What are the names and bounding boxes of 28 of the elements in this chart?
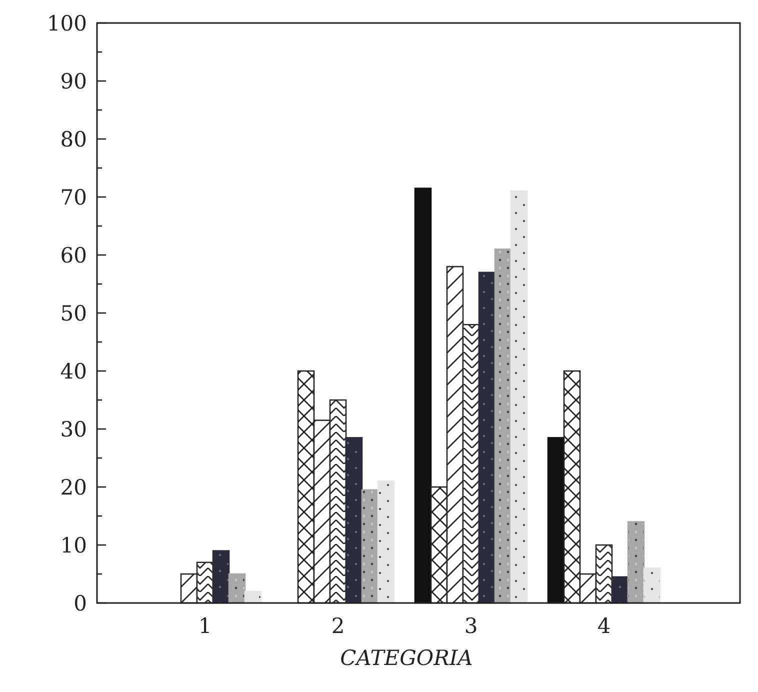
x-tick-label: 2: [331, 614, 345, 638]
y-tick-label: 50: [60, 301, 87, 326]
y-tick-label: 40: [60, 359, 87, 384]
bar: [643, 568, 661, 604]
bar: [228, 573, 246, 604]
y-tick-label: 70: [60, 185, 87, 210]
bar: [414, 188, 432, 604]
x-tick-label: 1: [198, 614, 212, 638]
y-tick-label: 90: [60, 69, 87, 94]
y-tick-label: 80: [60, 127, 87, 152]
y-tick-label: 0: [74, 591, 87, 616]
bar: [510, 190, 528, 604]
bar: [627, 521, 645, 604]
bar: [345, 437, 363, 604]
y-tick-label: 60: [60, 243, 87, 268]
y-tick-label: 10: [60, 533, 87, 558]
y-tick-label: 30: [60, 417, 87, 442]
bar: [212, 550, 230, 604]
y-tick-label: 20: [60, 475, 87, 500]
x-axis-title: CATEGORIA: [340, 646, 473, 670]
bar: [494, 248, 512, 604]
y-tick-label: 100: [46, 11, 87, 36]
bar: [377, 480, 395, 604]
x-tick-label: 3: [464, 614, 478, 638]
bar: [478, 272, 496, 604]
bar: [361, 489, 379, 604]
bar: [547, 437, 565, 604]
x-tick-label: 4: [597, 614, 611, 638]
